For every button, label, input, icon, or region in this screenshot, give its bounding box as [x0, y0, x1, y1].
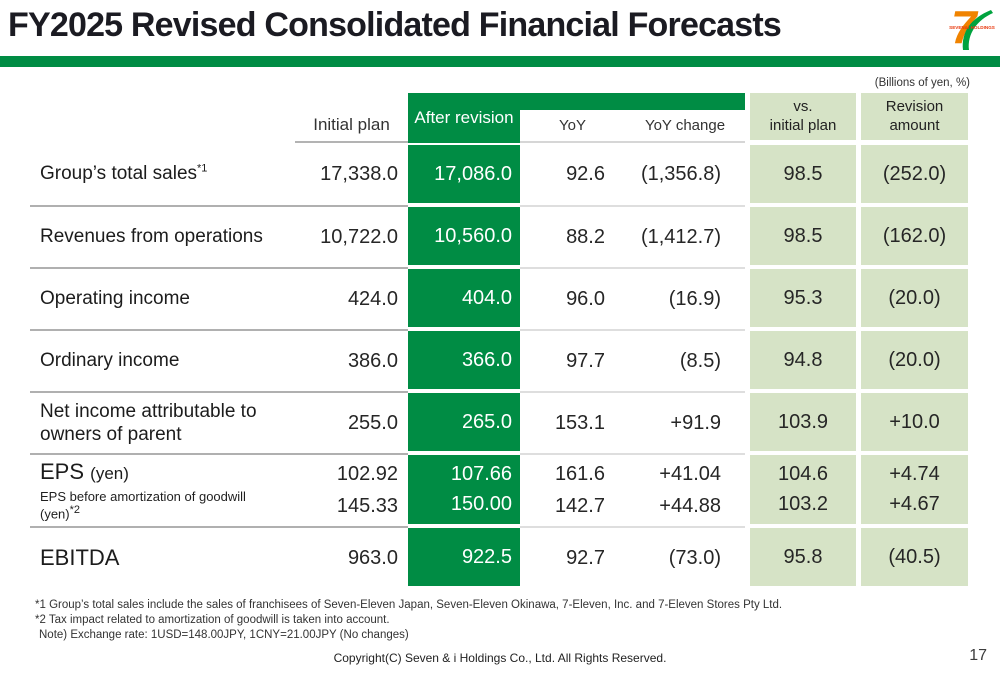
header-revision-line1: Revision — [885, 97, 944, 115]
header-vs-line2: initial plan — [769, 116, 837, 134]
row-label: Revenues from operations — [30, 205, 295, 267]
vs-initial-plan-value: 95.8 — [750, 526, 856, 588]
initial-plan-value: 963.0 — [295, 526, 408, 588]
table-row: Net income attributable to owners of par… — [30, 391, 968, 453]
yoy-change-value: (73.0) — [625, 526, 745, 588]
row-label: Ordinary income — [30, 329, 295, 391]
table-row: Operating income 424.0 404.0 96.0 (16.9)… — [30, 267, 968, 329]
revision-amount-value: +4.74 +4.67 — [861, 453, 968, 526]
after-revision-value: 922.5 — [408, 526, 520, 588]
initial-plan-value: 386.0 — [295, 329, 408, 391]
eps-label: EPS (yen) — [40, 458, 129, 484]
footnote-1: *1 Group’s total sales include the sales… — [35, 599, 783, 611]
initial-plan-value: 10,722.0 — [295, 205, 408, 267]
copyright-text: Copyright(C) Seven & i Holdings Co., Ltd… — [333, 651, 667, 665]
revision-amount-value: (162.0) — [861, 205, 968, 267]
header-revision-line2: amount — [889, 116, 940, 134]
initial-plan-value: 424.0 — [295, 267, 408, 329]
after-revision-value: 17,086.0 — [408, 143, 520, 205]
header-yoy: YoY — [520, 110, 625, 143]
initial-plan-value: 17,338.0 — [320, 162, 398, 185]
title-divider — [0, 56, 1000, 67]
yoy-change-value: (1,356.8) — [640, 162, 721, 185]
yoy-value: 153.1 — [520, 391, 625, 453]
yoy-change-value: (1,412.7) — [625, 205, 745, 267]
yoy-value: 88.2 — [520, 205, 625, 267]
row-label: Group’s total sales*1 — [40, 163, 208, 185]
header-spacer — [30, 93, 295, 143]
footnotes: *1 Group’s total sales include the sales… — [35, 598, 782, 643]
yoy-change-value: (8.5) — [625, 329, 745, 391]
footnote-2: *2 Tax impact related to amortization of… — [35, 614, 390, 626]
table-header-row: Initial plan After revision YoY YoY chan… — [30, 93, 968, 143]
revision-amount-value: (252.0) — [861, 143, 968, 205]
vs-initial-plan-value: 95.3 — [750, 267, 856, 329]
row-label: EBITDA — [30, 526, 295, 588]
initial-plan-value: 102.92 145.33 — [295, 453, 408, 526]
logo-swoosh-icon — [962, 10, 993, 50]
seven-and-i-holdings-logo: 7 SEVEN&i HOLDINGS — [945, 1, 997, 54]
footnote-exchange-rate: Note) Exchange rate: 1USD=148.00JPY, 1CN… — [39, 629, 409, 641]
revision-amount-value: (20.0) — [861, 267, 968, 329]
row-label: Net income attributable to owners of par… — [30, 391, 295, 453]
after-revision-value: 265.0 — [408, 391, 520, 453]
revision-amount-value: +10.0 — [861, 391, 968, 453]
logo-wordmark: SEVEN&i HOLDINGS — [949, 25, 995, 30]
yoy-value: 161.6 142.7 — [520, 453, 625, 526]
vs-initial-plan-value: 98.5 — [750, 143, 856, 205]
yoy-value: 92.6 — [566, 162, 605, 185]
after-revision-value: 404.0 — [408, 267, 520, 329]
unit-note: (Billions of yen, %) — [874, 77, 970, 89]
yoy-value: 97.7 — [520, 329, 625, 391]
after-revision-value: 107.66 150.00 — [408, 453, 520, 526]
table-row: Group’s total sales*1 17,338.0 17,086.0 … — [30, 143, 968, 205]
header-initial-plan: Initial plan — [295, 93, 408, 143]
vs-initial-plan-value: 103.9 — [750, 391, 856, 453]
row-label: EPS (yen) EPS before amortization of goo… — [30, 453, 295, 526]
header-yoy-change: YoY change — [625, 110, 745, 143]
page-title: FY2025 Revised Consolidated Financial Fo… — [8, 6, 782, 44]
revision-amount-value: (20.0) — [861, 329, 968, 391]
yoy-value: 92.7 — [520, 526, 625, 588]
footnote-marker: *1 — [197, 163, 208, 176]
table-row: Revenues from operations 10,722.0 10,560… — [30, 205, 968, 267]
initial-plan-value: 255.0 — [295, 391, 408, 453]
header-vs-line1: vs. — [793, 97, 813, 115]
revision-amount-value: (40.5) — [861, 526, 968, 588]
after-revision-header-group: After revision YoY YoY change — [408, 93, 745, 143]
vs-initial-plan-value: 104.6 103.2 — [750, 453, 856, 526]
yoy-value: 96.0 — [520, 267, 625, 329]
yoy-change-value: +41.04 +44.88 — [625, 453, 745, 526]
after-revision-value: 10,560.0 — [408, 205, 520, 267]
header-after-revision: After revision — [408, 93, 520, 143]
yoy-change-value: (16.9) — [625, 267, 745, 329]
eps-sub-label: EPS before amortization of goodwill (yen… — [40, 488, 246, 522]
table-row: Ordinary income 386.0 366.0 97.7 (8.5) 9… — [30, 329, 968, 391]
after-revision-value: 366.0 — [408, 329, 520, 391]
table-row-eps: EPS (yen) EPS before amortization of goo… — [30, 453, 968, 526]
footnote-marker: *2 — [69, 504, 81, 517]
vs-initial-plan-value: 98.5 — [750, 205, 856, 267]
row-label: Operating income — [30, 267, 295, 329]
table-row: EBITDA 963.0 922.5 92.7 (73.0) 95.8 (40.… — [30, 526, 968, 588]
vs-initial-plan-value: 94.8 — [750, 329, 856, 391]
header-revision-amount: Revision amount — [861, 93, 968, 140]
header-vs-initial-plan: vs. initial plan — [750, 93, 856, 140]
yoy-change-value: +91.9 — [625, 391, 745, 453]
page-number: 17 — [969, 647, 987, 664]
forecast-table: Initial plan After revision YoY YoY chan… — [30, 93, 968, 588]
